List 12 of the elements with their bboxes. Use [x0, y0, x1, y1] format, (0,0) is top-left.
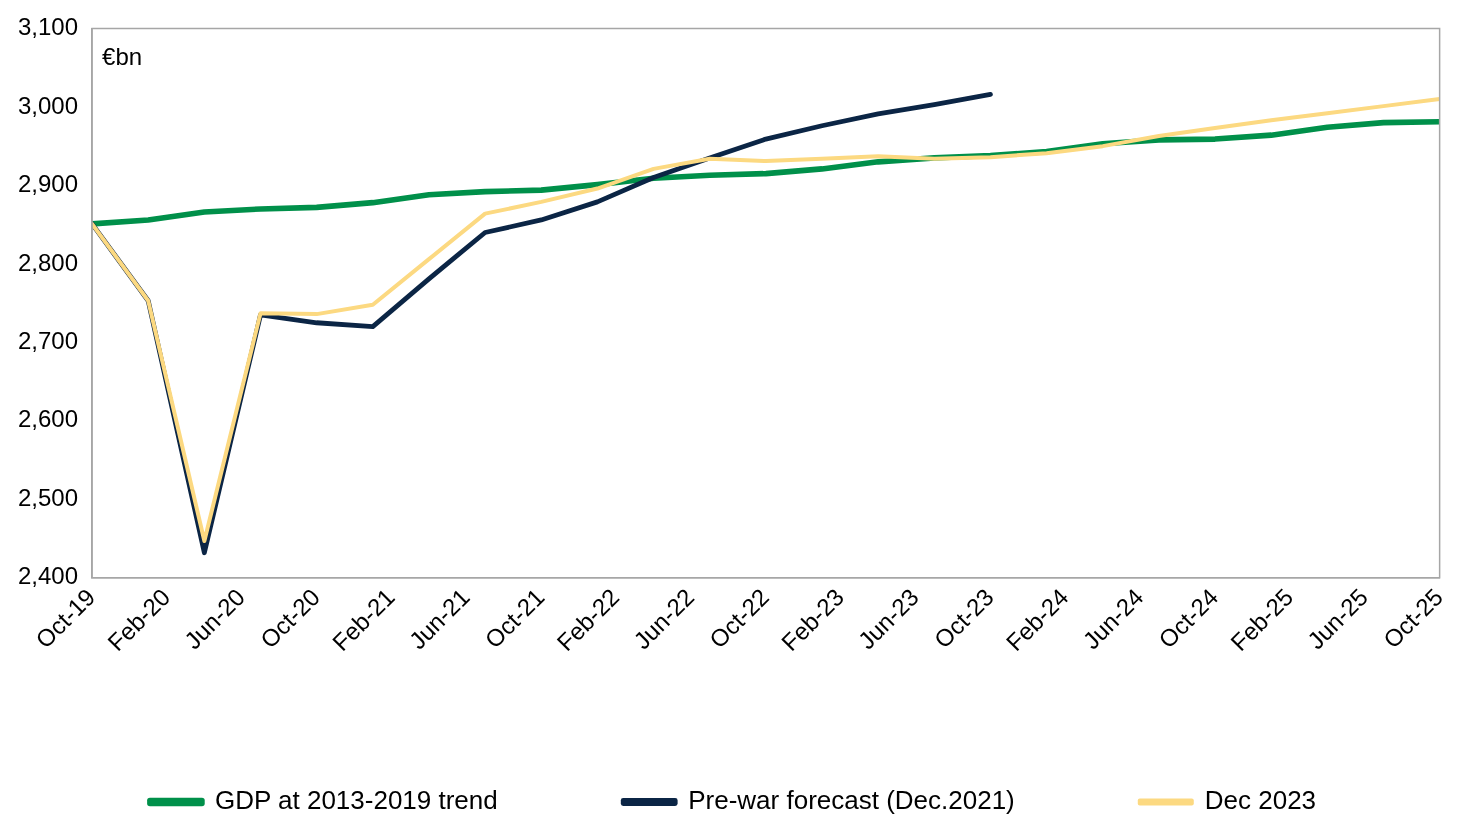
y-tick-label: 2,700	[18, 327, 79, 354]
y-tick-label: 2,400	[18, 562, 79, 590]
legend-label: Dec 2023	[1204, 785, 1317, 816]
y-tick-label: 2,800	[18, 248, 79, 276]
y-tick-label: 3,000	[18, 91, 79, 119]
y-tick-label: 3,100	[18, 13, 79, 41]
y-tick-label: 2,600	[18, 405, 79, 433]
legend-label: GDP at 2013-2019 trend	[214, 785, 498, 816]
y-tick-label: 2,500	[18, 483, 79, 511]
y-axis-title: €bn	[102, 43, 143, 71]
legend-label: Pre-war forecast (Dec.2021)	[688, 785, 1015, 816]
y-tick-label: 2,900	[18, 170, 79, 198]
